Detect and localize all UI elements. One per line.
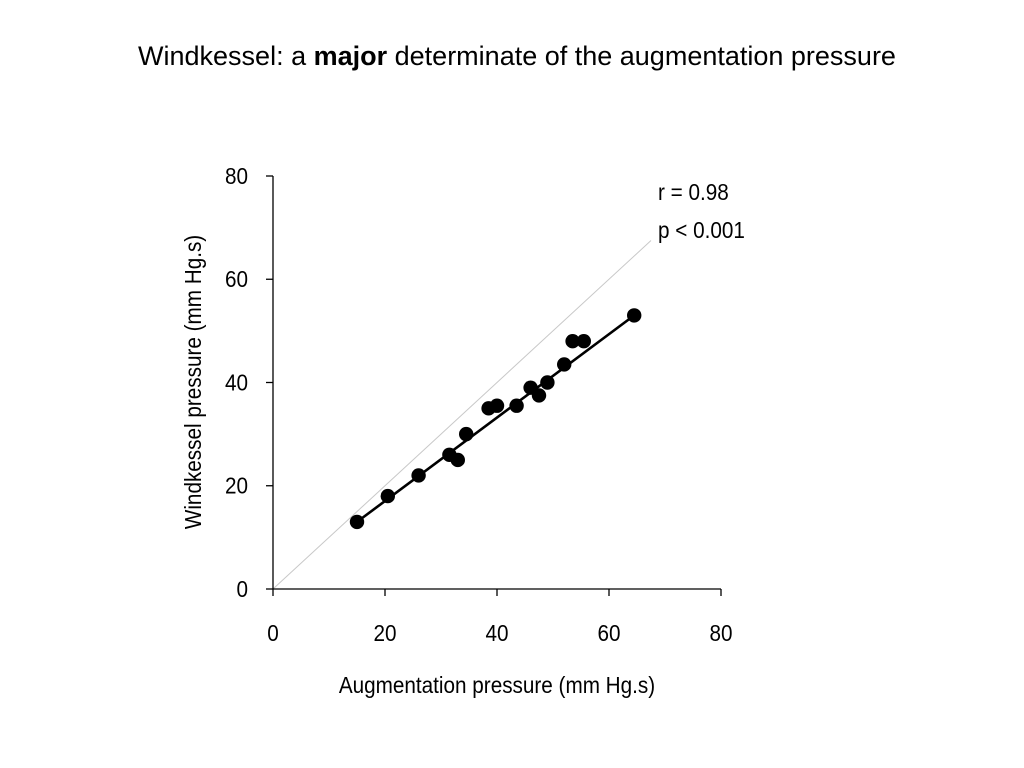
x-tick-label: 60 bbox=[597, 620, 620, 646]
data-point bbox=[540, 375, 555, 390]
data-point bbox=[459, 426, 474, 442]
data-point bbox=[565, 334, 580, 349]
annotation-p-value: p < 0.001 bbox=[658, 217, 745, 243]
regression-line-layer bbox=[356, 314, 635, 523]
data-point bbox=[509, 398, 524, 413]
title-suffix: determinate of the augmentation pressure bbox=[387, 41, 896, 71]
data-point bbox=[557, 357, 572, 372]
identity-line-layer bbox=[272, 240, 652, 590]
data-point bbox=[627, 308, 642, 323]
x-tick-label: 0 bbox=[267, 620, 279, 646]
x-tick-label: 20 bbox=[373, 620, 396, 646]
y-axis-label: Windkessel pressure (mm Hg.s) bbox=[180, 235, 206, 529]
y-tick-label: 20 bbox=[225, 473, 248, 499]
x-tick-label: 40 bbox=[485, 620, 508, 646]
data-point bbox=[450, 452, 465, 468]
x-tick-label: 80 bbox=[709, 620, 732, 646]
title-prefix: Windkessel: a bbox=[138, 41, 314, 71]
data-point bbox=[576, 334, 591, 349]
y-tick-label: 0 bbox=[236, 576, 248, 602]
y-tick-label: 40 bbox=[225, 369, 248, 395]
title-bold-word: major bbox=[313, 41, 388, 71]
data-point bbox=[531, 388, 547, 403]
identity-line bbox=[272, 240, 652, 590]
ticks-layer: 0 20 40 60 80 0 20 40 60 80 bbox=[225, 163, 733, 646]
y-tick-label: 80 bbox=[225, 163, 248, 189]
data-point bbox=[411, 468, 426, 483]
x-axis-label: Augmentation pressure (mm Hg.s) bbox=[339, 672, 655, 698]
regression-line bbox=[356, 314, 635, 523]
annotation-r-value: r = 0.98 bbox=[658, 179, 729, 205]
data-point bbox=[489, 398, 505, 413]
data-point bbox=[380, 488, 395, 504]
y-tick-label: 60 bbox=[225, 266, 248, 292]
data-points-layer bbox=[349, 308, 642, 530]
slide-title: Windkessel: a major determinate of the a… bbox=[0, 38, 1024, 74]
data-point bbox=[349, 514, 365, 530]
